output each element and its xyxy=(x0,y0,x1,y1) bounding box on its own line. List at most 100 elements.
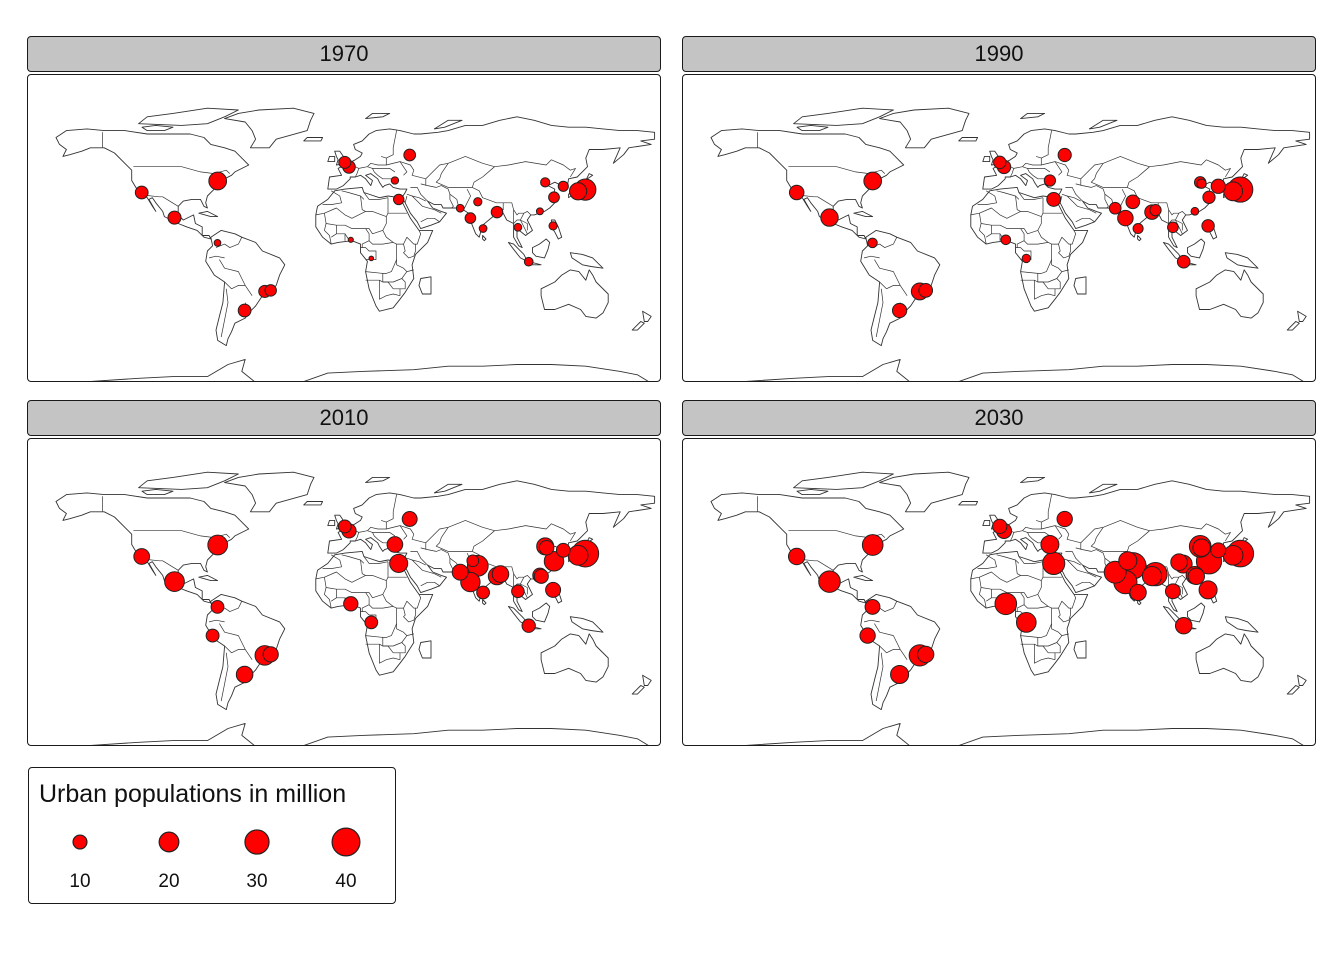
country-border xyxy=(386,130,397,159)
land-shape xyxy=(224,471,315,513)
country-border xyxy=(341,554,365,564)
land-shape xyxy=(853,210,874,218)
country-border xyxy=(209,619,225,623)
city-marker xyxy=(1141,565,1163,587)
land-shape xyxy=(982,155,991,163)
country-border xyxy=(224,281,246,290)
country-border xyxy=(1080,156,1231,180)
country-border xyxy=(996,190,1020,200)
land-shape xyxy=(141,124,174,132)
country-border xyxy=(463,188,471,210)
country-border xyxy=(1175,577,1183,595)
city-marker xyxy=(1043,174,1057,187)
city-marker xyxy=(548,221,558,231)
land-shape xyxy=(793,471,894,490)
country-border xyxy=(1075,217,1095,223)
country-border xyxy=(1016,604,1025,612)
land-shape xyxy=(1137,235,1142,242)
city-marker xyxy=(1021,253,1031,264)
land-shape xyxy=(532,238,551,259)
city-marker xyxy=(490,205,504,219)
city-marker xyxy=(818,570,841,593)
land-shape xyxy=(418,640,432,659)
country-border xyxy=(315,207,387,219)
world-map-svg xyxy=(55,107,656,381)
land-shape xyxy=(138,107,239,126)
city-marker xyxy=(392,193,405,206)
city-markers xyxy=(134,148,597,318)
country-border xyxy=(133,530,231,538)
city-marker xyxy=(891,302,908,319)
land-shape xyxy=(710,128,905,240)
country-border xyxy=(411,559,442,578)
city-marker xyxy=(555,542,571,558)
land-shape xyxy=(1297,310,1307,322)
country-border xyxy=(986,597,992,602)
city-marker xyxy=(867,237,878,249)
country-border xyxy=(979,223,987,245)
country-border xyxy=(986,233,992,238)
land-shape xyxy=(1286,685,1300,695)
city-marker xyxy=(1118,551,1138,571)
country-border xyxy=(1051,244,1069,272)
country-border xyxy=(324,213,383,235)
country-border xyxy=(386,494,397,523)
city-marker xyxy=(567,544,589,566)
land-shape xyxy=(1195,633,1264,683)
land-shape xyxy=(1020,476,1046,484)
city-marker xyxy=(451,563,469,581)
country-border xyxy=(360,195,366,212)
panel-strip-title: 1990 xyxy=(682,36,1316,72)
country-border xyxy=(1065,187,1083,202)
country-border xyxy=(879,645,901,654)
land-shape xyxy=(141,488,174,496)
city-marker xyxy=(1057,147,1072,163)
city-marker xyxy=(386,536,404,553)
city-marker xyxy=(557,180,569,192)
country-border xyxy=(133,166,231,174)
legend-symbol xyxy=(72,834,88,850)
land-shape xyxy=(327,155,336,163)
country-border xyxy=(1020,635,1038,638)
country-border xyxy=(1041,130,1052,159)
city-marker xyxy=(1210,542,1227,559)
city-markers xyxy=(787,510,1255,685)
city-marker xyxy=(1129,583,1147,602)
city-marker xyxy=(473,197,483,207)
land-shape xyxy=(55,128,250,240)
land-shape xyxy=(418,276,432,295)
legend-label: 20 xyxy=(158,871,180,892)
city-marker xyxy=(491,565,510,583)
legend-label: 40 xyxy=(335,871,357,892)
city-marker xyxy=(861,534,884,556)
country-border xyxy=(406,557,426,566)
country-border xyxy=(1080,520,1231,544)
country-border xyxy=(1020,592,1049,609)
country-border xyxy=(1175,213,1183,231)
country-border xyxy=(472,187,532,216)
country-border xyxy=(979,213,1038,235)
country-border xyxy=(322,554,342,569)
country-border xyxy=(435,163,473,188)
country-border xyxy=(367,166,396,173)
city-marker xyxy=(540,177,551,188)
legend-symbols xyxy=(72,827,361,857)
country-border xyxy=(798,194,834,207)
city-marker xyxy=(237,303,252,318)
city-marker xyxy=(1040,535,1060,554)
country-border xyxy=(435,527,473,552)
city-marker xyxy=(1046,191,1062,207)
country-border xyxy=(143,558,179,571)
size-legend: Urban populations in million 10 20 30 40 xyxy=(28,767,396,904)
city-marker xyxy=(1198,580,1218,600)
city-marker xyxy=(1042,551,1066,576)
city-marker xyxy=(207,534,229,556)
city-marker xyxy=(1187,567,1205,586)
land-shape xyxy=(710,492,905,604)
city-marker xyxy=(820,208,839,227)
country-border xyxy=(979,587,987,609)
country-border xyxy=(400,278,406,290)
world-map xyxy=(27,438,661,746)
country-border xyxy=(864,255,880,259)
country-border xyxy=(379,288,401,300)
